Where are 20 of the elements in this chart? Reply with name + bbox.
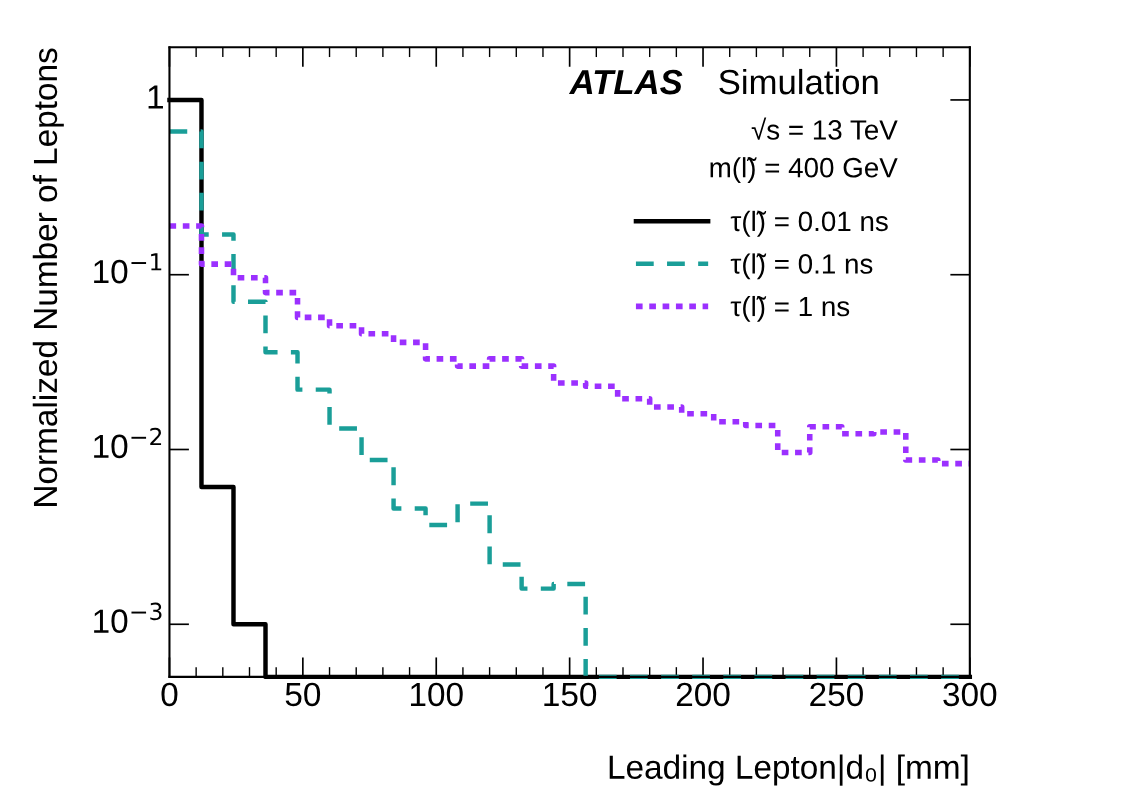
x-tick-label: 100 [410, 682, 463, 707]
legend-label: τ(l̃) = 1 ns [730, 295, 850, 322]
x-tick-label: 300 [943, 682, 997, 707]
annotation: m(l̃) = 400 GeV [710, 157, 898, 184]
legend-label: τ(l̃) = 0.1 ns [730, 253, 873, 280]
y-tick-label: 10$^{−3}$ [94, 602, 162, 633]
annotation: √s = 13 TeV [751, 117, 898, 140]
y-tick-label: 10$^{−2}$ [94, 427, 162, 459]
x-tick-label: 250 [810, 682, 863, 707]
x-tick-label: 150 [544, 682, 597, 707]
y-tick-label: 10$^{−1}$ [94, 253, 162, 284]
y-axis-title: Normalized Number of Leptons [32, 48, 64, 506]
legend-label: τ(l̃) = 0.01 ns [730, 210, 888, 237]
x-tick-label: 0 [161, 682, 178, 707]
x-tick-label: 50 [285, 682, 321, 707]
x-tick-label: 200 [676, 682, 730, 707]
y-tick-label: 1 [148, 85, 163, 109]
annotation: Simulation [719, 68, 878, 95]
annotation: ATLAS [568, 69, 683, 95]
x-axis-title: Leading Lepton|d₀| [mm] [609, 754, 968, 786]
